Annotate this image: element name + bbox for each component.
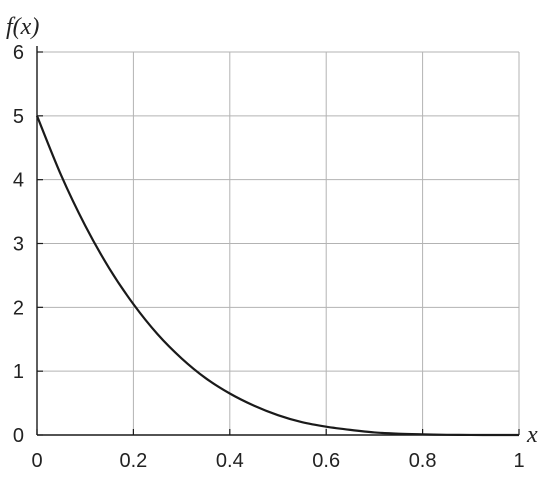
y-tick-label: 0 xyxy=(13,425,24,447)
x-tick-label: 0.8 xyxy=(409,450,437,472)
y-tick-label: 6 xyxy=(13,42,24,64)
plot-frame xyxy=(36,46,519,436)
y-tick-label: 3 xyxy=(13,234,24,256)
y-tick-labels: 0 1 2 3 4 5 6 xyxy=(13,42,24,447)
series-line xyxy=(35,115,520,437)
y-tick-label: 4 xyxy=(13,170,24,192)
x-tick-label: 0.2 xyxy=(119,450,147,472)
y-tick-label: 2 xyxy=(13,297,24,319)
y-tick-label: 1 xyxy=(13,361,24,383)
tick-marks xyxy=(36,51,520,436)
series-layer xyxy=(35,115,520,437)
x-tick-labels: 0 0.2 0.4 0.6 0.8 1 xyxy=(31,450,524,472)
x-tick-label: 0 xyxy=(31,450,42,472)
x-tick-label: 0.4 xyxy=(216,450,244,472)
x-axis-label: x xyxy=(526,422,538,448)
grid xyxy=(37,51,520,435)
x-tick-label: 1 xyxy=(513,450,524,472)
y-axis-label: f(x) xyxy=(6,14,39,40)
y-tick-label: 5 xyxy=(13,106,24,128)
x-tick-label: 0.6 xyxy=(312,450,340,472)
